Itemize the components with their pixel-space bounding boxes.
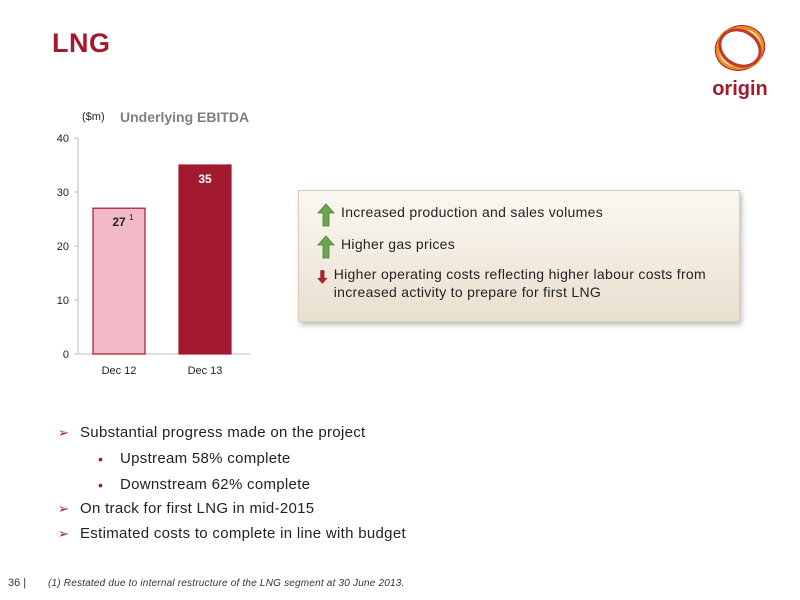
callout-item-operating-costs: Higher operating costs reflecting higher… <box>317 265 717 301</box>
up-arrow-icon <box>317 235 335 259</box>
page-number: 36 | <box>8 577 27 589</box>
chart-title: Underlying EBITDA <box>120 109 249 125</box>
y-tick-label: 40 <box>57 133 69 145</box>
y-tick-label: 10 <box>57 295 69 307</box>
sub-bullet-item: • Upstream 58% complete <box>98 450 291 467</box>
dot-bullet-icon: • <box>98 476 104 493</box>
callout-text: Higher gas prices <box>341 236 456 252</box>
callout-item-gas-prices: Higher gas prices <box>317 235 455 259</box>
page-title: LNG <box>52 28 111 58</box>
callout-text: Increased production and sales volumes <box>341 204 603 220</box>
bullet-item: ➢ Estimated costs to complete in line wi… <box>58 525 406 542</box>
up-arrow-icon <box>317 203 335 227</box>
bar-dec-12 <box>92 207 146 355</box>
bar-value-label: 27 <box>112 215 126 229</box>
footnote-marker: 1 <box>129 213 134 222</box>
down-arrow-icon <box>317 270 328 284</box>
logo-wordmark: origin <box>712 78 768 100</box>
callout-text: Higher operating costs reflecting higher… <box>333 266 706 300</box>
ebitda-drivers-callout: Increased production and sales volumes H… <box>298 190 740 322</box>
bullet-item: ➢ On track for first LNG in mid-2015 <box>58 500 315 517</box>
chevron-bullet-icon: ➢ <box>58 525 70 541</box>
footnote: (1) Restated due to internal restructure… <box>48 578 405 589</box>
x-tick-label: Dec 12 <box>102 365 137 377</box>
chevron-bullet-icon: ➢ <box>58 424 70 440</box>
bar-value-label: 35 <box>198 172 212 186</box>
y-tick-label: 0 <box>63 349 69 361</box>
callout-item-production: Increased production and sales volumes <box>317 203 603 227</box>
sub-bullet-item: • Downstream 62% complete <box>98 476 311 493</box>
bar-dec-13 <box>178 164 232 355</box>
bullet-item: ➢ Substantial progress made on the proje… <box>58 424 366 441</box>
origin-logo-rings-icon <box>714 25 766 71</box>
y-tick-label: 30 <box>57 187 69 199</box>
x-tick-label: Dec 13 <box>188 365 223 377</box>
dot-bullet-icon: • <box>98 450 104 467</box>
y-axis-label: ($m) <box>82 111 105 123</box>
origin-logo: origin <box>700 18 780 106</box>
chevron-bullet-icon: ➢ <box>58 500 70 516</box>
y-tick-label: 20 <box>57 241 69 253</box>
